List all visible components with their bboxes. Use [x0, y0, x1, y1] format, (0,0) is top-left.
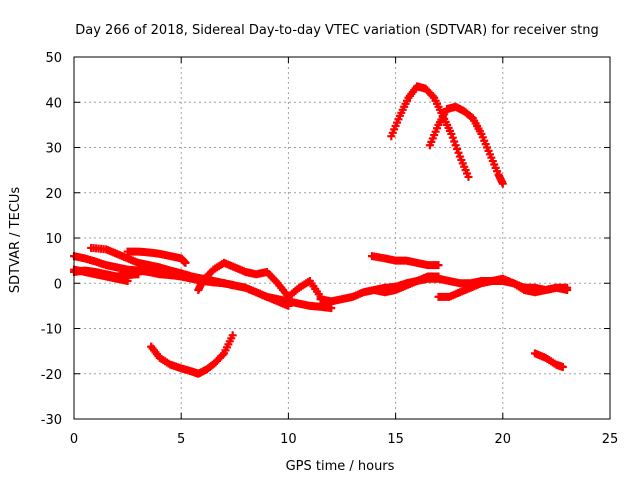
series-track-f: [177, 272, 336, 313]
series-track-n: [387, 82, 473, 181]
y-tick-label: 40: [45, 96, 62, 111]
y-tick-label: 50: [45, 51, 62, 66]
axis-ticks: 0 5 10 15 20 25 -30 -20 -10 0 10 20 30 40 50: [41, 51, 619, 447]
x-tick-label: 10: [280, 432, 297, 447]
data-point: [447, 129, 456, 138]
data-point: [451, 141, 460, 150]
data-point: [327, 304, 336, 313]
data-point: [464, 172, 473, 181]
data-point: [434, 261, 443, 270]
series-track-c: [70, 266, 143, 281]
y-axis-label: SDTVAR / TECUs: [8, 187, 23, 294]
y-tick-label: -10: [41, 323, 62, 338]
data-point: [558, 362, 567, 371]
x-tick-label: 5: [177, 432, 185, 447]
data-series: [70, 82, 572, 378]
data-point: [134, 270, 143, 279]
data-point: [498, 179, 507, 188]
series-track-e: [123, 247, 190, 267]
series-track-l: [147, 331, 237, 378]
y-tick-label: 10: [45, 232, 62, 247]
series-track-j: [434, 274, 572, 301]
data-point: [181, 258, 190, 267]
data-point: [448, 133, 457, 142]
x-tick-label: 25: [602, 432, 619, 447]
series-track-i: [370, 272, 443, 297]
data-point: [218, 350, 227, 359]
grid-lines: [74, 57, 610, 419]
x-axis-label: GPS time / hours: [286, 459, 395, 474]
data-point: [428, 92, 437, 101]
x-tick-label: 20: [495, 432, 512, 447]
data-point: [563, 286, 572, 295]
y-tick-label: -20: [41, 368, 62, 383]
data-point: [450, 137, 459, 146]
chart-title: Day 266 of 2018, Sidereal Day-to-day VTE…: [75, 23, 599, 38]
data-point: [453, 145, 462, 154]
x-tick-label: 0: [70, 432, 78, 447]
y-tick-label: 30: [45, 142, 62, 157]
data-point: [228, 331, 237, 340]
x-tick-label: 15: [387, 432, 404, 447]
data-point: [454, 148, 463, 157]
data-point: [434, 272, 443, 281]
series-track-k: [368, 252, 443, 270]
y-tick-label: -30: [41, 413, 62, 428]
y-tick-label: 20: [45, 187, 62, 202]
series-track-m: [530, 349, 567, 371]
y-tick-label: 0: [54, 277, 62, 292]
series-track-o: [425, 102, 507, 188]
